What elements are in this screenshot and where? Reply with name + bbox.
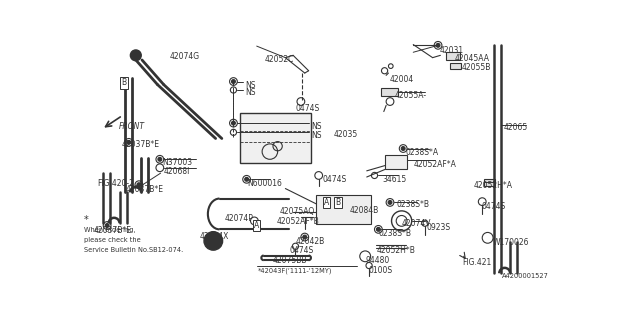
Circle shape xyxy=(105,224,109,228)
Text: 0923S: 0923S xyxy=(426,223,451,232)
Bar xyxy=(446,52,460,60)
Bar xyxy=(239,113,311,163)
Text: 42004: 42004 xyxy=(390,75,414,84)
Text: 42055B: 42055B xyxy=(461,63,491,72)
Text: A: A xyxy=(324,198,329,207)
Text: B: B xyxy=(122,78,127,87)
Text: 42084B: 42084B xyxy=(349,206,379,215)
Text: 42042B: 42042B xyxy=(296,237,324,246)
Text: FRONT: FRONT xyxy=(119,122,145,131)
Circle shape xyxy=(388,201,392,204)
Bar xyxy=(484,179,495,186)
Text: 42045AA: 42045AA xyxy=(455,54,490,63)
Text: When ordering,: When ordering, xyxy=(84,227,136,233)
Text: NS: NS xyxy=(245,88,255,98)
Circle shape xyxy=(209,236,218,245)
Text: 42037B*E: 42037B*E xyxy=(125,185,164,194)
Text: NS: NS xyxy=(312,122,322,131)
Text: 0238S*A: 0238S*A xyxy=(406,148,438,157)
Text: 0100S: 0100S xyxy=(368,266,392,275)
Bar xyxy=(381,88,397,96)
Text: FIG.420-2: FIG.420-2 xyxy=(97,179,134,188)
Text: 0474S: 0474S xyxy=(289,246,314,255)
Text: 0238S*B: 0238S*B xyxy=(378,229,412,238)
Text: 0474S: 0474S xyxy=(481,202,506,211)
Text: 42037B*E: 42037B*E xyxy=(122,140,160,149)
Circle shape xyxy=(204,232,223,250)
Circle shape xyxy=(132,52,139,59)
Circle shape xyxy=(244,177,248,181)
Text: *: * xyxy=(84,215,88,226)
Circle shape xyxy=(232,80,236,84)
Circle shape xyxy=(127,140,131,144)
Circle shape xyxy=(401,147,405,150)
Bar xyxy=(316,195,371,224)
Text: 42037B*E: 42037B*E xyxy=(94,226,132,235)
Bar xyxy=(451,63,461,69)
Text: N37003: N37003 xyxy=(162,158,192,167)
Text: Service Bulletin No.SB12-074.: Service Bulletin No.SB12-074. xyxy=(84,247,183,253)
Text: 42052C: 42052C xyxy=(264,55,294,64)
Circle shape xyxy=(232,121,236,125)
Circle shape xyxy=(436,44,440,47)
Text: 42052AF*B: 42052AF*B xyxy=(277,217,319,226)
Text: please check the: please check the xyxy=(84,237,141,243)
Text: 42084X: 42084X xyxy=(199,232,228,241)
Text: A4200001527: A4200001527 xyxy=(502,273,549,279)
Text: 42052H*A: 42052H*A xyxy=(474,181,513,190)
Circle shape xyxy=(376,228,380,231)
Text: 94480: 94480 xyxy=(365,256,390,265)
Text: NS: NS xyxy=(312,131,322,140)
Text: W170026: W170026 xyxy=(493,238,529,247)
Circle shape xyxy=(303,235,307,239)
Text: 42031: 42031 xyxy=(440,46,464,55)
Text: 42035: 42035 xyxy=(333,130,358,139)
Text: 42074P: 42074P xyxy=(225,214,254,223)
Text: 42075BB: 42075BB xyxy=(272,256,307,265)
Text: 42068I: 42068I xyxy=(164,167,190,176)
Circle shape xyxy=(158,157,162,161)
Text: FIG.421: FIG.421 xyxy=(462,258,492,267)
Text: 42052H*B: 42052H*B xyxy=(377,246,416,255)
Text: 0474S: 0474S xyxy=(296,104,320,113)
Text: 42052AF*A: 42052AF*A xyxy=(413,160,456,169)
Circle shape xyxy=(131,50,141,61)
Text: 42075AQ: 42075AQ xyxy=(279,207,314,216)
Text: A: A xyxy=(254,221,259,230)
Circle shape xyxy=(137,183,141,187)
Text: 42065: 42065 xyxy=(503,123,527,132)
Bar xyxy=(385,156,407,169)
Text: *42043F(‘1111-‘12MY): *42043F(‘1111-‘12MY) xyxy=(259,267,333,274)
Text: 42055A-: 42055A- xyxy=(395,91,427,100)
Text: 0474S: 0474S xyxy=(323,175,347,184)
Text: 42074V: 42074V xyxy=(402,219,431,228)
Text: B: B xyxy=(335,198,340,207)
Text: 34615: 34615 xyxy=(382,175,406,184)
Text: 42074G: 42074G xyxy=(169,52,199,61)
Text: N600016: N600016 xyxy=(248,179,282,188)
Text: NS: NS xyxy=(245,81,255,90)
Text: 0238S*B: 0238S*B xyxy=(396,200,429,209)
